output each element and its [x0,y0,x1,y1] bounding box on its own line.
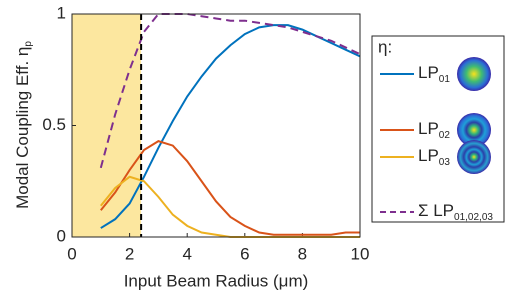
y-tick-label: 0.5 [42,115,66,134]
legend-label-main: LP [418,146,439,165]
x-tick-label: 8 [298,244,307,263]
mode-icon [457,57,491,91]
legend-label-sub: 01,02,03 [454,212,493,223]
x-tick-label: 10 [351,244,370,263]
mode-icon [457,140,491,174]
y-axis-label-sub: p [23,41,34,47]
x-tick-label: 4 [182,244,191,263]
y-axis-label-main: Modal Coupling Eff. η [13,47,32,209]
chart: Input Beam Radius (μm) Modal Coupling Ef… [0,0,505,295]
x-tick-label: 2 [125,244,134,263]
legend-label-main: LP [418,63,439,82]
page: Input Beam Radius (μm) Modal Coupling Ef… [0,0,505,295]
x-tick-label: 0 [67,244,76,263]
y-tick-label: 0 [57,226,66,245]
legend-label-sub: 01 [439,74,451,85]
legend-label-sub: 02 [439,130,451,141]
x-tick-label: 6 [240,244,249,263]
plot-area [72,14,360,237]
y-axis-label: Modal Coupling Eff. ηp [13,41,33,209]
x-axis-label: Input Beam Radius (μm) [124,271,309,290]
legend-label-main: LP [418,119,439,138]
legend-label-sub: 03 [439,157,451,168]
y-tick-label: 1 [57,3,66,22]
legend-title: η: [378,37,392,56]
legend-label-main: Σ LP [418,201,454,220]
